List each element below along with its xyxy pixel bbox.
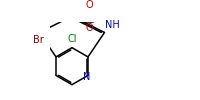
- Text: O: O: [86, 0, 93, 10]
- Text: O: O: [86, 23, 93, 33]
- Text: Cl: Cl: [67, 34, 77, 44]
- Text: NH: NH: [105, 20, 120, 30]
- Text: N: N: [83, 72, 91, 82]
- Text: Br: Br: [33, 35, 44, 45]
